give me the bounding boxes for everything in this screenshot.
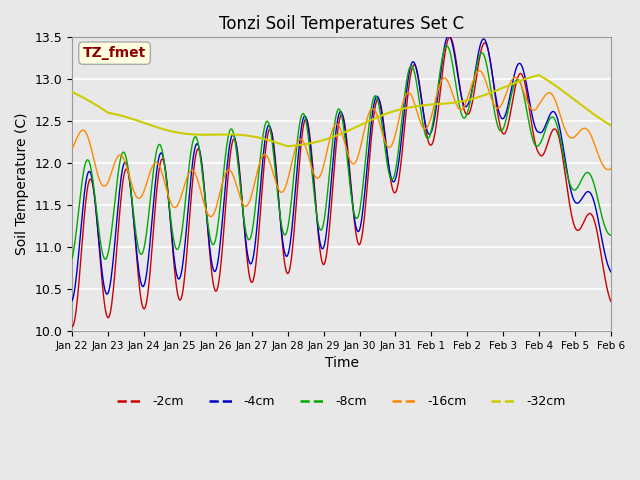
Y-axis label: Soil Temperature (C): Soil Temperature (C) [15, 113, 29, 255]
Text: TZ_fmet: TZ_fmet [83, 46, 146, 60]
Title: Tonzi Soil Temperatures Set C: Tonzi Soil Temperatures Set C [219, 15, 464, 33]
X-axis label: Time: Time [324, 356, 358, 370]
Legend: -2cm, -4cm, -8cm, -16cm, -32cm: -2cm, -4cm, -8cm, -16cm, -32cm [113, 390, 571, 413]
